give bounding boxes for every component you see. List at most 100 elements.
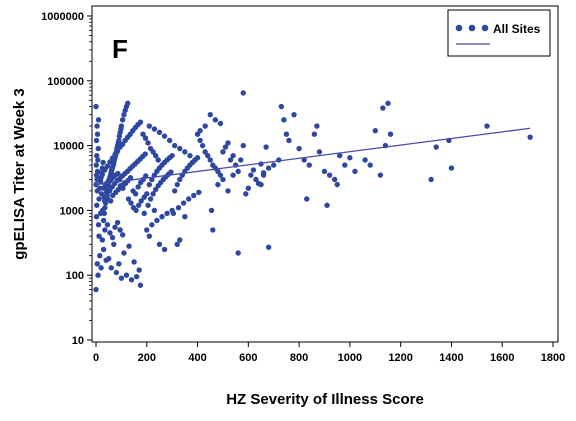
data-point (225, 140, 231, 146)
legend-dot (455, 24, 463, 32)
data-point (116, 137, 122, 144)
data-point (347, 155, 353, 161)
data-point (96, 233, 102, 239)
data-point (337, 152, 343, 159)
data-point (152, 152, 159, 159)
y-tick-label: 100000 (47, 76, 84, 88)
data-point (387, 131, 394, 137)
x-tick-label: 200 (138, 352, 156, 364)
data-point (342, 162, 348, 168)
data-point (100, 246, 107, 253)
data-point (156, 129, 163, 136)
data-point (271, 162, 277, 168)
data-point (207, 111, 213, 118)
data-point (121, 111, 127, 118)
data-point (126, 243, 132, 249)
y-tick-label: 1000000 (41, 11, 84, 23)
data-point (164, 210, 170, 217)
data-point (230, 172, 236, 178)
data-point (283, 131, 290, 137)
data-point (138, 198, 144, 204)
data-point (125, 100, 131, 106)
y-tick-label: 1000 (60, 205, 84, 217)
data-point (197, 137, 203, 144)
x-tick-label: 0 (93, 352, 99, 364)
data-point (146, 233, 153, 239)
data-point (352, 168, 358, 175)
data-point (137, 282, 144, 288)
data-point (265, 244, 272, 250)
data-point (260, 172, 267, 178)
legend-dot (481, 24, 489, 32)
data-point (115, 170, 121, 177)
data-point (321, 168, 328, 175)
data-point (94, 261, 100, 267)
data-point (95, 157, 101, 163)
data-point (154, 217, 160, 224)
x-tick-label: 1600 (490, 352, 514, 364)
data-point (141, 210, 147, 217)
data-point (123, 272, 130, 278)
trend-line (95, 127, 531, 186)
data-point (182, 149, 188, 155)
data-point (194, 155, 201, 161)
x-tick-label: 1800 (541, 352, 565, 364)
x-tick-label: 1200 (388, 352, 412, 364)
legend-label: All Sites (493, 22, 541, 36)
data-point (95, 117, 102, 123)
data-point (108, 265, 114, 271)
data-point (235, 168, 241, 175)
data-point (362, 157, 368, 163)
data-point (311, 131, 318, 137)
legend-box (447, 9, 551, 57)
data-point (428, 176, 434, 183)
data-point (132, 191, 139, 197)
data-point (220, 149, 226, 155)
data-point (527, 134, 533, 140)
data-point (225, 188, 231, 194)
data-point (145, 202, 151, 208)
data-point (380, 105, 386, 111)
data-point (93, 213, 100, 220)
data-point (161, 133, 168, 139)
data-point (93, 137, 100, 144)
data-point (102, 227, 108, 233)
data-point (100, 217, 107, 224)
data-point (253, 176, 259, 183)
data-point (94, 152, 100, 159)
data-point (240, 90, 246, 96)
data-point (93, 286, 99, 293)
data-point (95, 222, 102, 228)
data-point (103, 257, 109, 263)
data-point (97, 252, 103, 259)
data-point (118, 123, 125, 129)
y-tick-label: 100 (66, 270, 84, 282)
data-point (135, 202, 142, 208)
data-point (177, 176, 183, 183)
data-points (93, 90, 533, 293)
data-point (196, 189, 202, 196)
legend-dot (468, 24, 476, 32)
data-point (448, 165, 455, 171)
data-point (222, 144, 229, 150)
x-axis-title: HZ Severity of Illness Score (226, 391, 424, 408)
data-point (207, 157, 213, 163)
data-point (217, 120, 224, 127)
data-point (326, 172, 333, 178)
data-point (94, 168, 101, 175)
data-point (245, 185, 252, 191)
data-point (151, 126, 158, 132)
data-point (150, 191, 156, 197)
data-point (208, 207, 215, 214)
data-point (215, 181, 221, 188)
data-point (169, 152, 175, 159)
data-point (151, 207, 158, 214)
data-point (133, 273, 140, 280)
data-point (93, 162, 99, 168)
data-point (161, 246, 168, 253)
data-point (147, 196, 154, 202)
data-point (107, 188, 113, 194)
data-point (433, 144, 439, 150)
data-point (175, 205, 182, 211)
